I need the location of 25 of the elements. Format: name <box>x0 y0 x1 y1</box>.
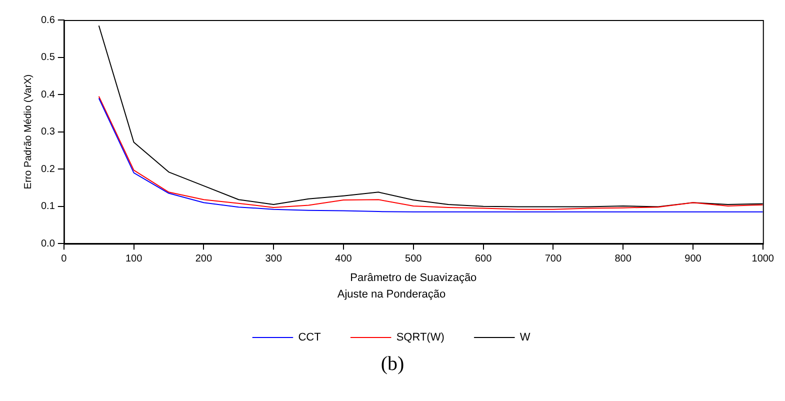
x-tick-label: 700 <box>544 253 562 264</box>
legend-label: SQRT(W) <box>396 332 444 344</box>
y-tick-label: 0.1 <box>40 201 56 212</box>
x-tick-label: 200 <box>195 253 212 264</box>
legend-title: Ajuste na Ponderação <box>337 288 446 300</box>
y-tick-label: 0.6 <box>40 14 56 26</box>
x-tick-label: 800 <box>614 253 632 264</box>
x-tick-label: 900 <box>684 253 702 264</box>
legend-label: W <box>520 332 531 344</box>
y-axis-title: Erro Padrão Médio (VarX) <box>22 74 34 190</box>
x-tick-label: 1000 <box>752 253 774 264</box>
y-tick-label: 0.3 <box>40 126 56 138</box>
x-tick-label: 500 <box>405 253 422 264</box>
x-tick-label: 400 <box>335 253 352 264</box>
y-tick-label: 0.4 <box>40 89 56 100</box>
x-axis-title: Parâmetro de Suavização <box>350 272 477 284</box>
y-tick-label: 0.5 <box>40 52 56 64</box>
x-tick-label: 100 <box>125 253 143 264</box>
y-tick-label: 0.2 <box>40 164 56 175</box>
legend-label: CCT <box>298 332 322 344</box>
x-tick-label: 0 <box>61 253 68 264</box>
text: (b) <box>380 353 406 376</box>
x-tick-label: 600 <box>474 253 492 264</box>
x-tick-label: 300 <box>265 253 282 264</box>
y-tick-label: 0.0 <box>40 238 56 250</box>
